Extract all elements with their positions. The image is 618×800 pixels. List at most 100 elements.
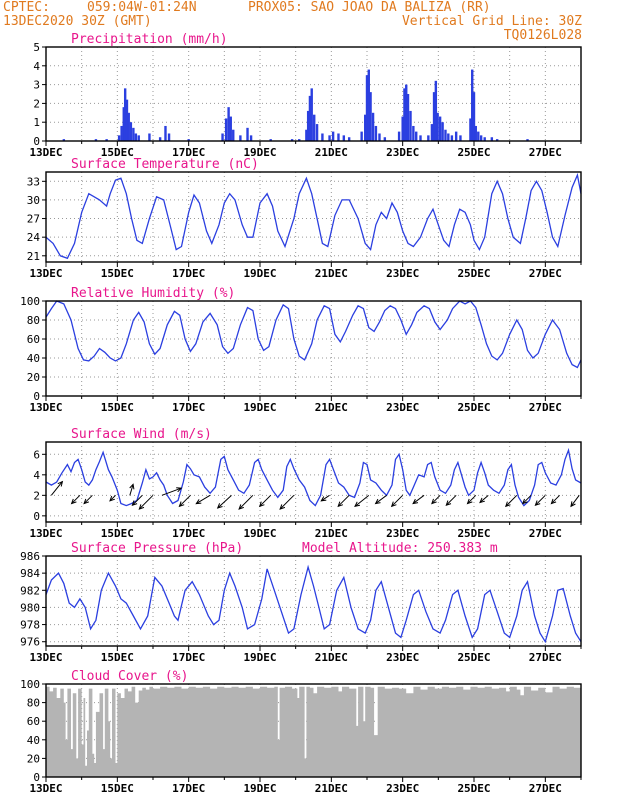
- wind-x-tick-label: 23DEC: [386, 527, 419, 540]
- wind-vector-head: [138, 504, 145, 510]
- wind-vector-head: [479, 497, 485, 504]
- precipitation-bar: [401, 116, 404, 141]
- humidity-y-tick-label: 100: [20, 295, 40, 308]
- humidity-x-tick-label: 27DEC: [529, 401, 562, 414]
- cloud-cover-y-tick-label: 60: [27, 715, 40, 728]
- humidity-y-tick-label: 60: [27, 333, 40, 346]
- wind-vector-head: [374, 498, 381, 505]
- precipitation-frame: [45, 46, 582, 142]
- wind-vector-head: [320, 496, 327, 502]
- precipitation-bar: [432, 92, 436, 141]
- cloud-cover-y-tick-label: 0: [33, 771, 40, 784]
- wind-y-tick-label: 4: [33, 469, 40, 482]
- precipitation-y-tick-label: 2: [33, 97, 40, 110]
- cloud-cover-y-tick-label: 20: [27, 752, 40, 765]
- humidity-x-tick-label: 15DEC: [101, 401, 134, 414]
- precipitation-bar: [62, 139, 66, 141]
- pressure-annotation: Model Altitude: 250.383 m: [302, 541, 498, 556]
- cloud-cover-y-tick-label: 40: [27, 734, 40, 747]
- precipitation-bar: [378, 133, 381, 141]
- precipitation-bar: [474, 125, 477, 141]
- cloud-cover-area: [46, 686, 581, 777]
- humidity-title: Relative Humidity (%): [71, 286, 235, 301]
- wind-vector-arrow: [431, 494, 441, 504]
- precipitation-bar: [383, 137, 387, 141]
- precipitation-bar: [232, 129, 235, 141]
- precipitation-bar: [158, 137, 162, 141]
- precipitation-bar: [434, 80, 438, 141]
- precipitation-bar: [123, 88, 127, 141]
- humidity-y-tick-label: 80: [27, 314, 40, 327]
- precipitation-bar: [369, 92, 372, 141]
- wind-vector-head: [390, 501, 397, 508]
- precipitation-bar: [526, 139, 529, 141]
- precipitation-bar: [129, 122, 133, 141]
- humidity-series-line: [45, 300, 582, 369]
- pressure-x-tick-label: 17DEC: [172, 651, 205, 664]
- precipitation-bar: [315, 124, 319, 141]
- precipitation-y-tick-label: 5: [33, 41, 40, 54]
- header-station: PROX05: SAO JOAO DA BALIZA (RR): [248, 0, 491, 15]
- wind-vector-head: [195, 499, 202, 505]
- temperature-series-line: [45, 172, 582, 260]
- header-run-time: 13DEC2020 30Z (GMT): [3, 14, 152, 29]
- wind-x-tick-label: 17DEC: [172, 527, 205, 540]
- wind-vector-arrow: [71, 494, 81, 504]
- precipitation-bar: [94, 139, 98, 141]
- temperature-y-tick-label: 30: [27, 194, 40, 207]
- pressure-x-tick-label: 23DEC: [386, 651, 419, 664]
- pressure-x-tick-label: 19DEC: [243, 651, 276, 664]
- cloud-cover-x-tick-label: 19DEC: [243, 782, 276, 795]
- wind-vector-head: [431, 498, 437, 505]
- precipitation-bar: [477, 131, 480, 141]
- precipitation-bar: [412, 125, 415, 141]
- precipitation-bar: [249, 135, 253, 141]
- header-coordinates: 059:04W-01:24N: [87, 0, 197, 15]
- humidity-x-tick-label: 19DEC: [243, 401, 276, 414]
- wind-vector-head: [521, 498, 528, 505]
- precipitation-bar: [290, 139, 294, 141]
- precipitation-x-tick-label: 17DEC: [172, 146, 205, 159]
- precipitation-bar: [224, 118, 228, 141]
- precipitation-bar: [438, 116, 442, 141]
- wind-vector-arrow: [412, 494, 425, 504]
- precipitation-bar: [227, 107, 230, 141]
- precipitation-bar: [444, 129, 447, 141]
- cloud-cover-title: Cloud Cover (%): [71, 669, 188, 684]
- temperature-x-tick-label: 27DEC: [529, 267, 562, 280]
- cloud-cover-x-tick-label: 13DEC: [29, 782, 62, 795]
- precipitation-y-tick-label: 3: [33, 79, 40, 92]
- precipitation-bar: [454, 131, 458, 141]
- precipitation-bar: [406, 94, 410, 141]
- header-source: CPTEC:: [3, 0, 50, 15]
- precipitation-bar: [364, 114, 367, 141]
- precipitation-bar: [310, 88, 313, 141]
- wind-vector-arrow: [179, 494, 191, 507]
- precipitation-y-tick-label: 1: [33, 116, 40, 129]
- precipitation-bar: [239, 135, 242, 141]
- wind-y-tick-label: 6: [33, 448, 40, 461]
- precipitation-bar: [187, 139, 190, 141]
- humidity-x-tick-label: 23DEC: [386, 401, 419, 414]
- temperature-y-tick-label: 24: [27, 231, 41, 244]
- wind-vector-head: [337, 501, 344, 508]
- pressure-x-tick-label: 27DEC: [529, 651, 562, 664]
- cloud-cover-x-tick-label: 21DEC: [315, 782, 348, 795]
- wind-x-tick-label: 25DEC: [457, 527, 490, 540]
- wind-vector-arrow: [238, 494, 254, 510]
- pressure-y-tick-label: 980: [20, 601, 40, 614]
- cloud-cover-x-tick-label: 23DEC: [386, 782, 419, 795]
- wind-x-tick-label: 27DEC: [529, 527, 562, 540]
- wind-vector-arrow: [196, 494, 211, 505]
- precipitation-y-tick-label: 0: [33, 135, 40, 148]
- precipitation-bar: [105, 139, 108, 141]
- header-model-id: TQ0126L028: [503, 28, 582, 43]
- cloud-cover-x-tick-label: 17DEC: [172, 782, 205, 795]
- precipitation-bar: [471, 69, 474, 141]
- wind-series-line: [45, 447, 582, 507]
- precipitation-x-tick-label: 23DEC: [386, 146, 419, 159]
- precipitation-bar: [450, 135, 454, 141]
- wind-x-tick-label: 15DEC: [101, 527, 134, 540]
- wind-vector-arrow: [535, 494, 546, 506]
- precipitation-title: Precipitation (mm/h): [71, 32, 228, 47]
